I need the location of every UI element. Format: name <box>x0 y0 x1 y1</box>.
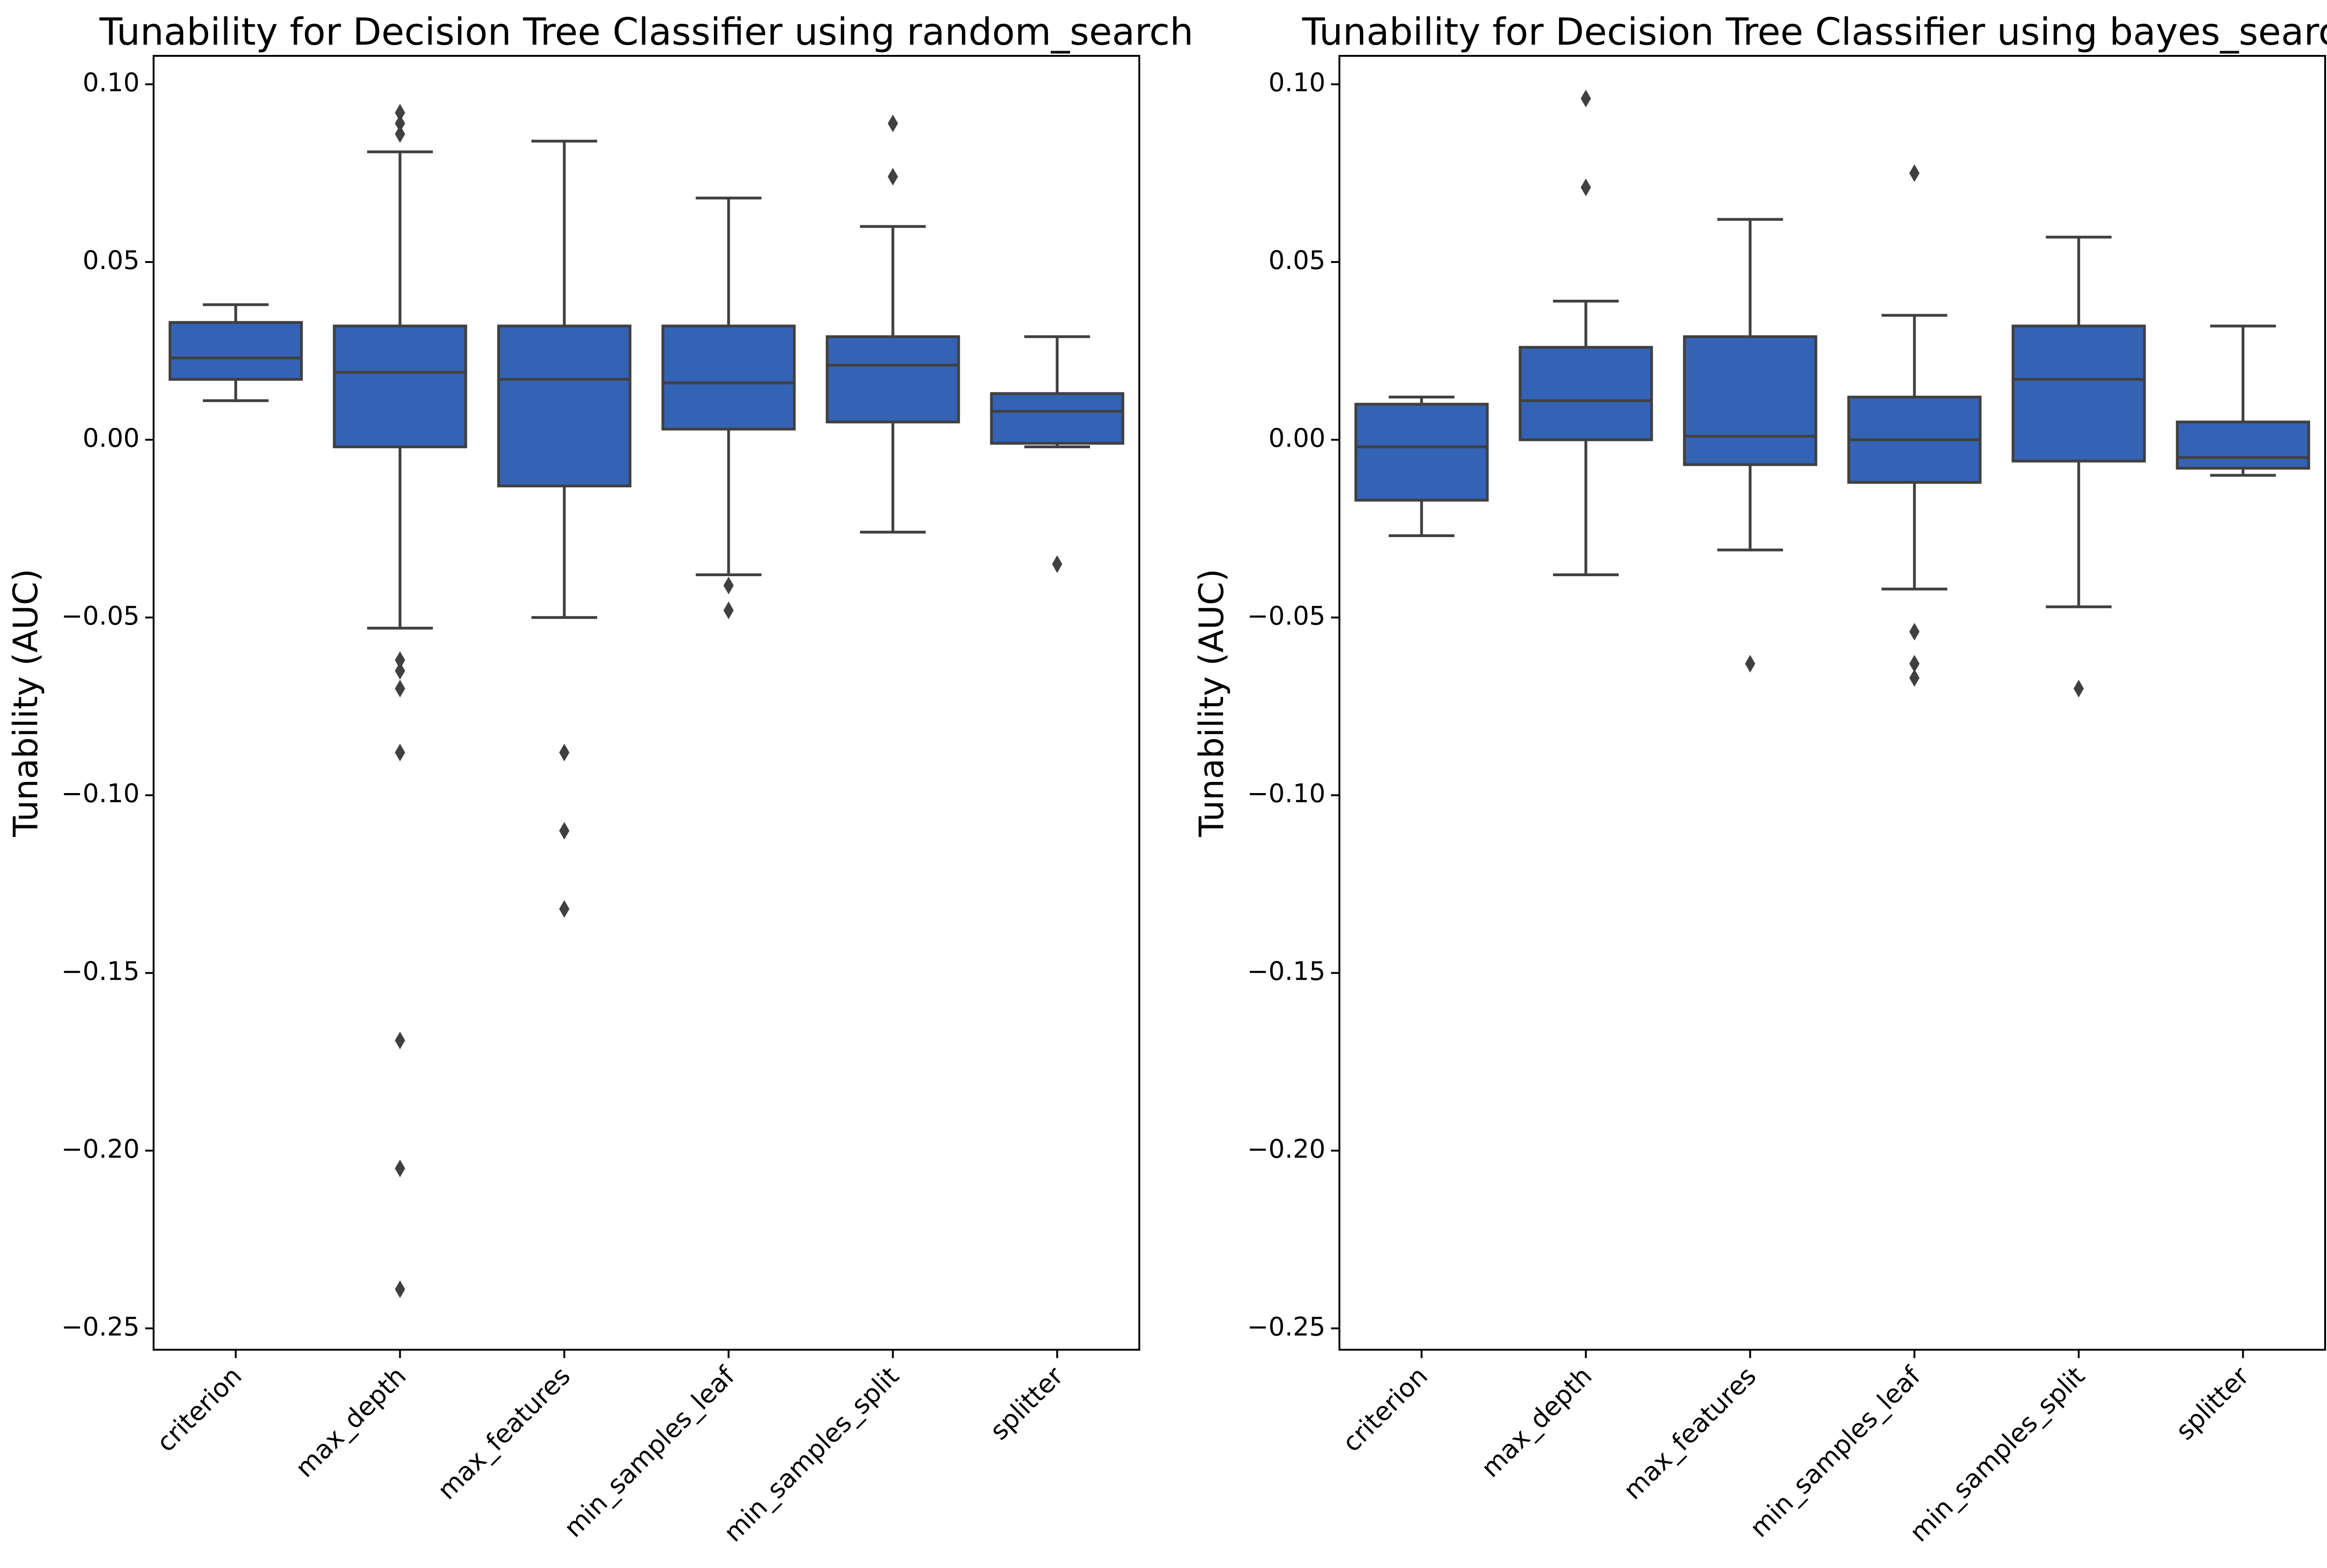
iqr-box <box>1519 346 1653 441</box>
chart-panel-1: Tunability for Decision Tree Classifier … <box>6 10 1193 1548</box>
outlier-point <box>559 743 570 761</box>
y-tick-label: −0.25 <box>61 1312 140 1341</box>
box-max_features <box>1683 218 1817 673</box>
plot-frame <box>153 55 1140 1351</box>
box-min_samples_split <box>826 114 960 534</box>
y-tick-label: −0.20 <box>61 1134 140 1164</box>
box-max_depth <box>1519 89 1653 577</box>
outlier-point <box>395 1280 405 1299</box>
box-splitter <box>990 335 1124 573</box>
iqr-box <box>826 335 960 424</box>
outlier-point <box>395 1159 405 1178</box>
outlier-point <box>1580 89 1591 108</box>
y-tick-label: 0.00 <box>83 423 140 453</box>
x-tick-label: min_samples_leaf <box>1744 1360 1927 1543</box>
outlier-point <box>395 680 405 698</box>
y-axis-label: Tunability (AUC) <box>1192 569 1231 837</box>
box-max_depth <box>333 104 467 1299</box>
y-tick-label: −0.05 <box>61 601 140 631</box>
outlier-point <box>888 114 898 133</box>
y-tick-label: 0.05 <box>1269 245 1325 275</box>
box-min_samples_leaf <box>1847 164 1982 687</box>
y-tick-label: −0.15 <box>1247 956 1325 986</box>
outlier-point <box>395 104 405 122</box>
chart-title: Tunability for Decision Tree Classifier … <box>1302 10 2327 54</box>
iqr-box <box>661 324 796 431</box>
outlier-point <box>559 900 570 918</box>
outlier-point <box>1909 654 1920 673</box>
outlier-point <box>1052 555 1063 573</box>
iqr-box <box>2176 420 2310 470</box>
plot-frame <box>1338 55 2326 1351</box>
iqr-box <box>333 324 467 449</box>
y-tick-label: −0.10 <box>1247 779 1325 808</box>
outlier-point <box>1909 669 1920 687</box>
y-tick-label: 0.10 <box>1269 67 1325 97</box>
x-tick-label: splitter <box>984 1361 1069 1446</box>
x-tick-label: criterion <box>1337 1361 1433 1458</box>
y-tick-label: −0.20 <box>1247 1134 1325 1164</box>
y-tick-label: 0.05 <box>83 245 140 275</box>
chart-panel-2: Tunability for Decision Tree Classifier … <box>1192 10 2327 1548</box>
y-tick-label: −0.05 <box>1247 601 1325 631</box>
outlier-point <box>888 168 898 186</box>
box-splitter <box>2176 324 2310 477</box>
chart-title: Tunability for Decision Tree Classifier … <box>99 10 1193 54</box>
outlier-point <box>395 651 405 669</box>
iqr-box <box>168 321 303 381</box>
x-tick-label: min_samples_split <box>1904 1361 2091 1548</box>
outlier-point <box>395 125 405 143</box>
iqr-box <box>1354 403 1489 502</box>
outlier-point <box>395 662 405 680</box>
y-tick-label: −0.15 <box>61 956 140 986</box>
outlier-point <box>1909 623 1920 641</box>
x-tick-label: max_depth <box>289 1361 412 1483</box>
iqr-box <box>2011 324 2146 463</box>
box-min_samples_leaf <box>661 196 796 619</box>
outlier-point <box>1745 654 1755 673</box>
outlier-point <box>1580 178 1591 196</box>
y-axis-label: Tunability (AUC) <box>6 569 45 837</box>
outlier-point <box>395 114 405 133</box>
x-tick-label: min_samples_leaf <box>558 1360 741 1543</box>
outlier-point <box>723 576 734 594</box>
y-tick-label: 0.00 <box>1269 423 1325 453</box>
x-tick-label: splitter <box>2170 1361 2255 1446</box>
box-criterion <box>168 303 303 402</box>
x-tick-label: min_samples_split <box>718 1361 905 1548</box>
x-tick-label: max_depth <box>1475 1361 1598 1483</box>
iqr-box <box>497 324 632 488</box>
box-max_features <box>497 140 632 918</box>
outlier-point <box>395 743 405 761</box>
outlier-point <box>2073 680 2084 698</box>
box-min_samples_split <box>2011 236 2146 698</box>
outlier-point <box>1909 164 1920 182</box>
x-tick-label: max_features <box>432 1361 576 1505</box>
y-tick-label: 0.10 <box>83 67 140 97</box>
y-tick-label: −0.10 <box>61 779 140 808</box>
outlier-point <box>723 601 734 619</box>
x-tick-label: max_features <box>1618 1361 1762 1505</box>
iqr-box <box>990 392 1124 445</box>
box-criterion <box>1354 396 1489 538</box>
outlier-point <box>395 1031 405 1050</box>
outlier-point <box>559 821 570 840</box>
x-tick-label: criterion <box>151 1361 248 1458</box>
y-tick-label: −0.25 <box>1247 1312 1325 1341</box>
iqr-box <box>1683 335 1817 466</box>
